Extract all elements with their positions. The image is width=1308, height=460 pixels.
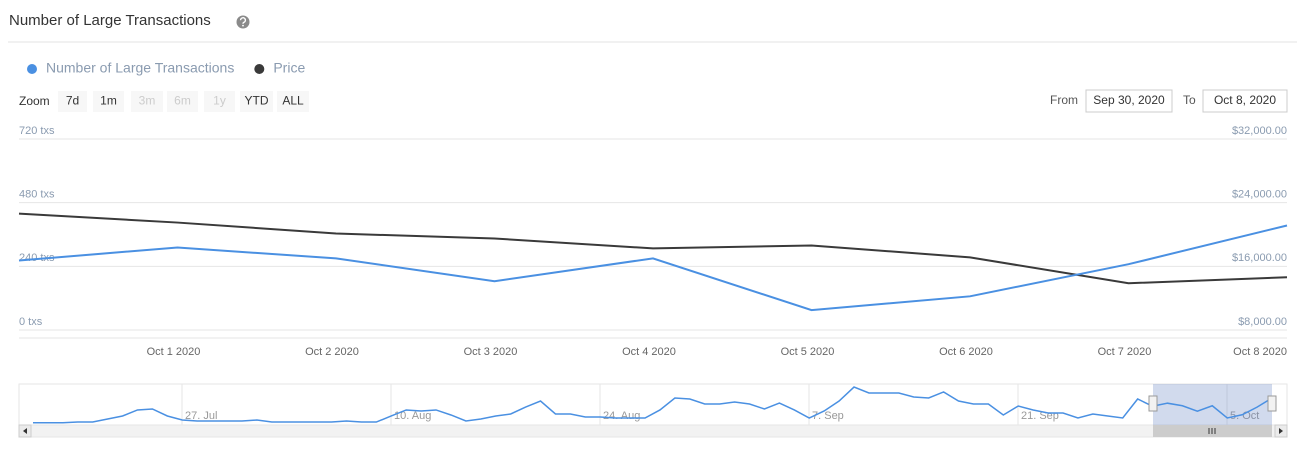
zoom-button-label: 3m (139, 94, 156, 108)
zoom-button-label: 1y (213, 94, 226, 108)
zoom-button[interactable] (58, 91, 87, 112)
navigator-label: 27. Jul (185, 410, 217, 422)
x-tick-label: Oct 8 2020 (1233, 346, 1287, 358)
x-tick-label: Oct 1 2020 (147, 346, 201, 358)
x-tick-label: Oct 2 2020 (305, 346, 359, 358)
help-icon[interactable] (236, 15, 250, 29)
y2-tick-label: $16,000.00 (1232, 252, 1287, 264)
x-tick-label: Oct 6 2020 (939, 346, 993, 358)
navigator-label: 7. Sep (812, 410, 844, 422)
y2-tick-label: $32,000.00 (1232, 125, 1287, 137)
series-line (18, 212, 1288, 285)
x-tick-label: Oct 5 2020 (781, 346, 835, 358)
x-tick-label: Oct 7 2020 (1098, 346, 1152, 358)
navigator-label: 5. Oct (1230, 410, 1259, 422)
scrollbar-track[interactable] (18, 424, 1288, 438)
legend-label[interactable]: Number of Large Transactions (46, 60, 234, 76)
zoom-button (167, 91, 198, 112)
zoom-label: Zoom (19, 94, 50, 108)
y-tick-label: 0 txs (19, 316, 43, 328)
y-tick-label: 480 txs (19, 189, 55, 201)
to-input[interactable] (1202, 89, 1288, 113)
navigator-line (33, 386, 1273, 424)
to-label: To (1183, 93, 1196, 107)
zoom-button[interactable] (277, 91, 309, 112)
from-input[interactable] (1085, 89, 1173, 113)
panel-title: Number of Large Transactions (9, 12, 211, 29)
zoom-button (131, 91, 163, 112)
x-tick-label: Oct 3 2020 (464, 346, 518, 358)
y2-tick-label: $8,000.00 (1238, 316, 1287, 328)
legend-label[interactable]: Price (273, 60, 305, 76)
zoom-button-label[interactable]: YTD (245, 94, 269, 108)
legend-marker[interactable] (254, 64, 265, 74)
navigator-handle[interactable] (1267, 395, 1277, 412)
zoom-button[interactable] (240, 91, 273, 112)
to-value[interactable]: Oct 8, 2020 (1214, 93, 1276, 107)
zoom-button-label: 6m (174, 94, 191, 108)
x-tick-label: Oct 4 2020 (622, 346, 676, 358)
series-line (18, 224, 1288, 312)
y-tick-label: 720 txs (19, 125, 55, 137)
navigator-label: 10. Aug (394, 410, 431, 422)
from-label: From (1050, 93, 1078, 107)
zoom-button (204, 91, 235, 112)
zoom-button-label[interactable]: 1m (100, 94, 117, 108)
y2-tick-label: $24,000.00 (1232, 189, 1287, 201)
from-value[interactable]: Sep 30, 2020 (1093, 93, 1165, 107)
zoom-button[interactable] (93, 91, 124, 112)
navigator-label: 24. Aug (603, 410, 640, 422)
legend-marker[interactable] (27, 64, 37, 74)
navigator-handle[interactable] (1148, 395, 1158, 412)
zoom-button-label[interactable]: 7d (66, 94, 79, 108)
zoom-button-label[interactable]: ALL (282, 94, 304, 108)
